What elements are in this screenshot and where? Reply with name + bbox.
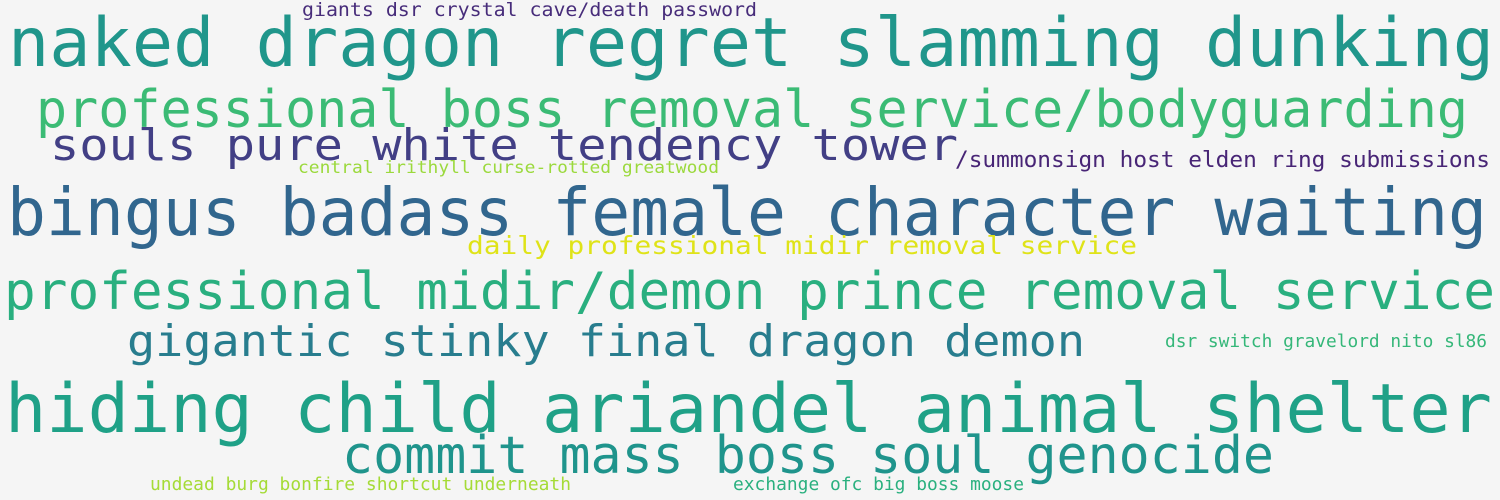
phrase-bingus-badass-female-character-waiting: bingus badass female character waiting xyxy=(7,174,1487,251)
phrase-central-irithyll-curse-rotted-greatwood: central irithyll curse-rotted greatwood xyxy=(298,158,719,178)
phrase-professional-boss-removal-service-bodyguarding: professional boss removal service/bodygu… xyxy=(36,80,1468,140)
phrase-exchange-ofc-big-boss-moose: exchange ofc big boss moose xyxy=(733,474,1024,495)
phrase-daily-professional-midir-removal-service: daily professional midir removal service xyxy=(467,231,1137,260)
phrase-gigantic-stinky-final-dragon-demon: gigantic stinky final dragon demon xyxy=(127,316,1085,367)
phrase-giants-dsr-crystal-cave-death-password: giants dsr crystal cave/death password xyxy=(302,0,757,21)
phrase-souls-pure-white-tendency-tower: souls pure white tendency tower xyxy=(50,120,958,171)
phrase-commit-mass-boss-soul-genocide: commit mass boss soul genocide xyxy=(342,426,1274,486)
phrase-professional-midir-demon-prince-removal-service: professional midir/demon prince removal … xyxy=(4,262,1495,322)
phrase-naked-dragon-regret-slamming-dunking: naked dragon regret slamming dunking xyxy=(8,4,1494,83)
phrase-dsr-switch-gravelord-nito-sl86: dsr switch gravelord nito sl86 xyxy=(1165,331,1487,352)
phrase-hiding-child-ariandel-animal-shelter: hiding child ariandel animal shelter xyxy=(5,370,1493,449)
phrase-undead-burg-bonfire-shortcut-underneath: undead burg bonfire shortcut underneath xyxy=(150,474,571,495)
phrase-summonsign-host-elden-ring-submissions: /summonsign host elden ring submissions xyxy=(955,148,1490,173)
